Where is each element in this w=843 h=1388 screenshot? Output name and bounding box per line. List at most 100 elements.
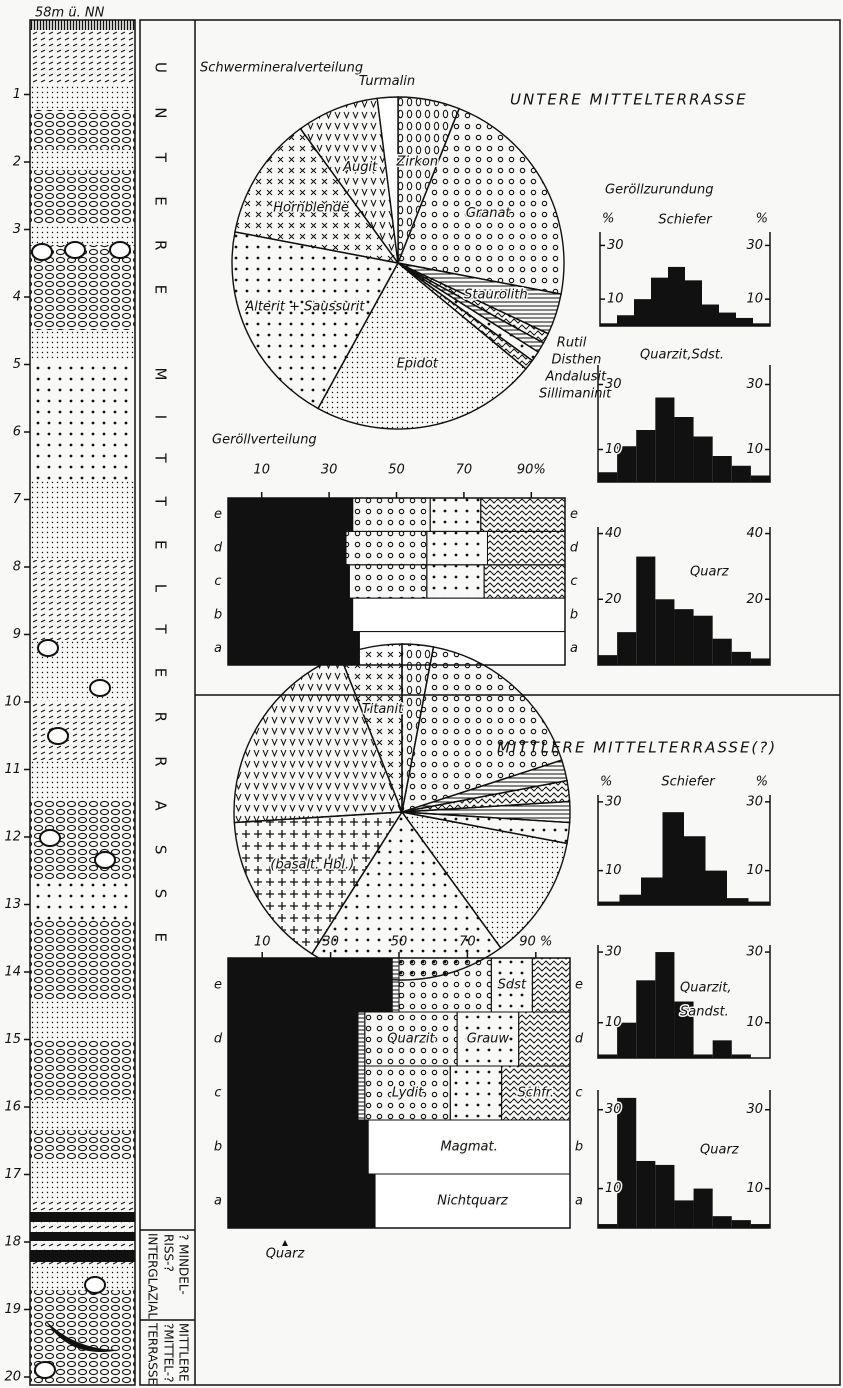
bar-segment: [352, 497, 431, 532]
bar-segment: [227, 1173, 376, 1229]
bar-segment: [227, 497, 354, 532]
profile-clay-band: [30, 1250, 135, 1262]
histogram-bar: [712, 456, 732, 482]
bar-segment: [357, 1011, 366, 1067]
histogram-bar: [693, 436, 713, 482]
histogram-axes: [597, 1090, 771, 1229]
histogram-bar: [719, 312, 736, 326]
histogram-title: Quarz: [700, 1143, 740, 1158]
profile-layer: [30, 1265, 135, 1290]
profile-layer: [30, 225, 135, 245]
bars-frame: [227, 957, 571, 1229]
bar-segment: [480, 497, 566, 532]
histogram-bar: [655, 952, 675, 1058]
histogram-bar: [702, 304, 719, 326]
annotation: Quarz: [266, 1247, 306, 1262]
bar-segment: [364, 1011, 458, 1067]
y-tick-label: 30: [605, 794, 622, 809]
pie-slice: [339, 643, 403, 813]
strata-lower: ?MITTEL-?: [162, 1323, 176, 1382]
histogram-bar: [619, 894, 641, 905]
histogram-bar: [668, 266, 685, 326]
depth-label: 6: [13, 425, 21, 440]
depth-label: 9: [13, 627, 21, 642]
pie-label: (basalt. Hbl.): [270, 858, 354, 873]
profile-boulder: [31, 243, 53, 261]
bar-segment: [398, 957, 492, 1013]
row-label: c: [570, 574, 577, 589]
histogram-title: Schiefer: [661, 775, 716, 790]
pie-label: Granat: [466, 206, 512, 221]
x-tick-label: 70: [459, 935, 476, 950]
row-label: d: [214, 541, 223, 556]
histogram-bar: [674, 1001, 694, 1058]
x-tick-label: 50: [388, 463, 405, 478]
profile-layer: [30, 480, 135, 560]
depth-label: 11: [4, 762, 21, 777]
strata-lower: MITTLERE: [177, 1323, 191, 1382]
depth-label: 15: [4, 1032, 21, 1047]
profile-boulder: [39, 829, 61, 847]
bar-segment: [391, 957, 400, 1013]
profile-layer: [30, 30, 135, 85]
row-label: e: [575, 978, 583, 993]
y-tick-label: 40: [746, 526, 763, 541]
histogram-axes: [599, 232, 771, 327]
segment-label: Schfr.: [518, 1086, 555, 1101]
y-tick-label: 30: [607, 238, 624, 253]
y-tick-label: 30: [605, 1102, 622, 1117]
y-tick-label: 30: [746, 1102, 763, 1117]
pie-title: Schwermineralverteilung: [200, 61, 363, 76]
bar-segment: [227, 564, 350, 599]
row-label: b: [214, 1140, 222, 1155]
bar-segment: [483, 564, 566, 599]
row-label: d: [214, 1032, 223, 1047]
row-label: b: [214, 607, 222, 622]
histogram-bar: [705, 870, 727, 905]
histogram-bar: [655, 397, 675, 482]
profile-layer: [30, 760, 135, 800]
x-tick-label: 90%: [517, 463, 546, 478]
bar-segment: [348, 564, 428, 599]
x-tick-label: 90 %: [519, 935, 552, 950]
segment-label: Sdst: [498, 978, 527, 993]
segment-label: Lydit: [392, 1086, 424, 1101]
bar-segment: [227, 597, 354, 633]
row-label: a: [214, 1194, 222, 1209]
y-tick-label: 10: [746, 863, 763, 878]
histogram-bar: [641, 877, 663, 905]
pie-label: Disthen: [551, 352, 601, 367]
y-tick-label: 30: [746, 238, 763, 253]
strata-upper: UNTERE MITTELTERRASSE: [152, 62, 170, 942]
depth-label: 19: [4, 1302, 21, 1317]
unit-label: %: [600, 775, 612, 790]
y-tick-label: 20: [746, 592, 763, 607]
x-tick-label: 30: [321, 463, 338, 478]
histogram-axes: [597, 527, 771, 666]
pie-label: Staurolith: [464, 287, 527, 302]
strata-middle: RISS-?: [162, 1234, 176, 1272]
histogram-bar: [674, 1200, 694, 1228]
histogram-bar: [693, 615, 713, 665]
profile-layer: [30, 20, 135, 30]
histogram-bar: [655, 1164, 675, 1228]
row-label: c: [575, 1086, 582, 1101]
row-label: e: [214, 507, 222, 522]
pie-slice: [234, 127, 400, 265]
pie-slice: [397, 107, 565, 295]
pie-label: Epidot: [397, 357, 439, 372]
bar-segment: [227, 530, 347, 566]
depth-label: 20: [4, 1370, 21, 1385]
histogram-title: Quarzit,Sdst.: [640, 348, 724, 363]
segment-label: Quarzit: [387, 1032, 435, 1047]
x-tick-label: 10: [254, 935, 271, 950]
histogram-title: Sandst.: [680, 1005, 729, 1020]
histogram-bar: [598, 472, 618, 482]
bar-segment: [456, 1011, 520, 1067]
bar-segment: [364, 1065, 451, 1121]
y-tick-label: 10: [605, 1015, 622, 1030]
histogram-bar: [617, 1022, 637, 1058]
pie-label: Alterit + Saussurit: [244, 299, 365, 314]
pie-slice: [400, 810, 568, 949]
